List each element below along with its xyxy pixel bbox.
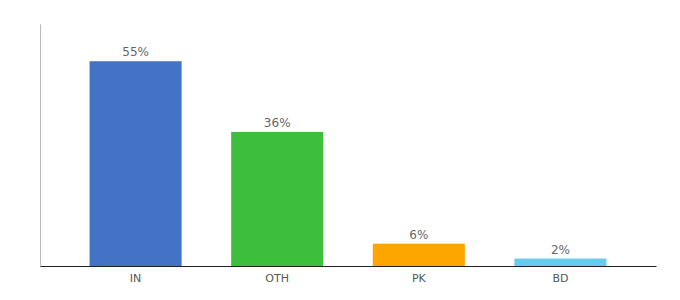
y-axis	[40, 25, 41, 267]
x-tick-label: OTH	[265, 272, 289, 285]
chart-svg: IN OTH PK BD 55% 36% 6% 2%	[0, 0, 680, 300]
plot: IN OTH PK BD 55% 36% 6% 2%	[41, 25, 657, 285]
x-tick: IN	[130, 272, 141, 285]
x-tick-label: IN	[130, 272, 141, 285]
x-tick: OTH	[265, 272, 289, 285]
x-axis-line	[41, 266, 657, 267]
data-label: 36%	[264, 116, 291, 130]
bar	[231, 132, 323, 266]
data-label: 6%	[409, 228, 428, 242]
x-tick-label: BD	[552, 272, 568, 285]
x-axis: IN OTH PK BD	[41, 267, 657, 285]
bar	[514, 259, 606, 266]
x-tick: PK	[412, 272, 427, 285]
x-tick: BD	[552, 272, 568, 285]
bars	[90, 61, 607, 266]
x-tick-label: PK	[412, 272, 427, 285]
bar	[373, 244, 465, 266]
data-label: 2%	[551, 243, 570, 257]
bar	[90, 61, 182, 266]
data-label: 55%	[122, 45, 149, 59]
y-axis-line	[40, 25, 41, 267]
data-labels: 55% 36% 6% 2%	[122, 45, 570, 256]
